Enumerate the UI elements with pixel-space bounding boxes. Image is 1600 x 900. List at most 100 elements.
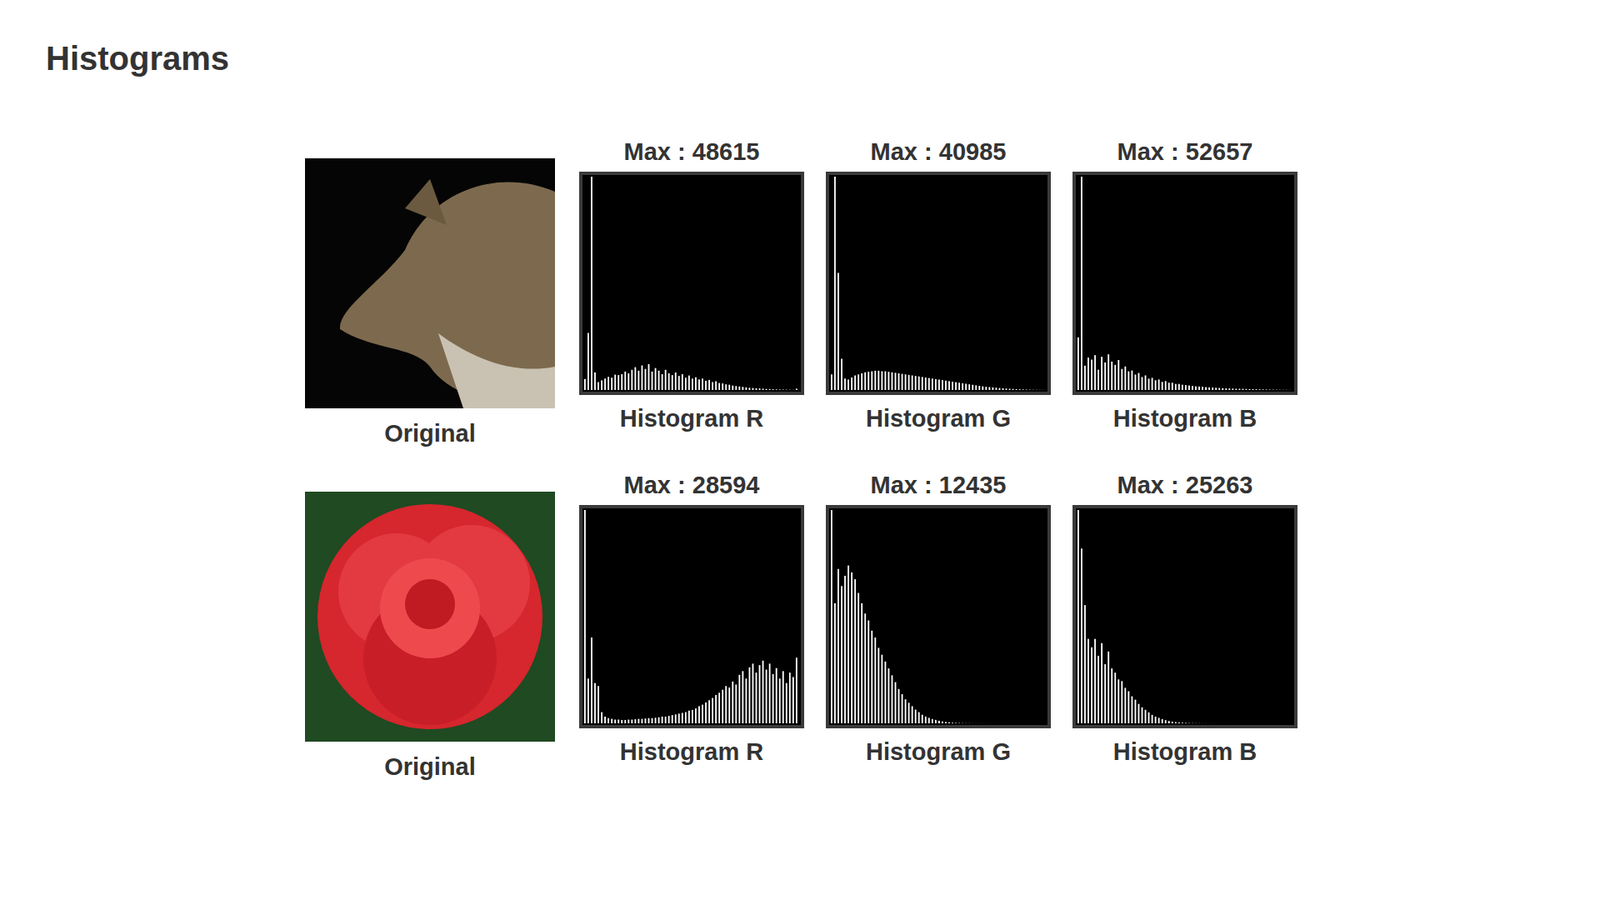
plot-frame (580, 506, 803, 727)
histogram-bar (1282, 723, 1285, 725)
histogram-bar (834, 603, 836, 724)
histogram-bar (765, 670, 768, 724)
histogram-bar (741, 386, 744, 390)
histogram-bar (731, 681, 734, 724)
photo-background (305, 491, 555, 742)
histogram-bar (1171, 382, 1174, 390)
histogram-bar (995, 387, 998, 390)
histogram-bar (668, 373, 670, 390)
histogram-bar (1269, 389, 1271, 390)
histogram-bar (867, 620, 870, 724)
histogram-bar (931, 378, 934, 390)
histogram-bar (638, 719, 640, 724)
histogram-bar (1110, 361, 1113, 390)
histogram-bar (941, 721, 944, 724)
histogram-bar (955, 382, 957, 390)
page-title: Histograms (45, 40, 230, 77)
histogram-bar (928, 717, 930, 724)
plot-frame (1074, 173, 1296, 394)
histogram-bar (1282, 389, 1285, 390)
histogram-bar (1107, 354, 1110, 390)
histogram-bar (614, 720, 616, 724)
histogram-bar (668, 715, 670, 724)
histogram-bar (1094, 639, 1096, 724)
histogram-bar (634, 367, 636, 390)
histogram-bar (1124, 366, 1126, 390)
histogram-bar (931, 719, 934, 724)
histogram-bar (1084, 365, 1086, 390)
histogram-bar (749, 387, 751, 390)
histogram-bar (888, 668, 890, 724)
histogram-bar (1272, 723, 1275, 725)
histogram-bar (830, 374, 833, 390)
histogram-bar (604, 378, 606, 390)
histogram-bar (1259, 389, 1261, 390)
histogram-bar (898, 689, 900, 724)
histogram-bar (1161, 719, 1164, 724)
photo (305, 491, 555, 742)
histogram-bar (1015, 389, 1018, 390)
histogram-bar (785, 389, 788, 390)
histogram-bar (1198, 386, 1200, 390)
histogram-bar (978, 385, 980, 390)
histogram-bar (1077, 510, 1080, 724)
histogram-bar (1171, 721, 1174, 724)
histogram-bar (745, 387, 748, 390)
photo-shape (438, 333, 555, 409)
histogram-bar (965, 722, 967, 724)
histogram-bar (597, 685, 600, 724)
histogram-bar (854, 579, 856, 724)
histogram-bar (1151, 715, 1154, 724)
histogram-bar (1090, 360, 1093, 390)
histogram-bar (610, 377, 613, 390)
histogram-bar (718, 692, 720, 724)
histogram-bar (1155, 380, 1157, 390)
histogram-bar (675, 714, 677, 724)
histogram-bar (1228, 388, 1230, 390)
histogram-bar (1175, 384, 1177, 390)
histogram-bar (695, 708, 697, 724)
histogram-bar (1127, 371, 1130, 390)
histogram-bar (935, 379, 937, 390)
histogram-bar (905, 374, 907, 390)
histogram-bar (885, 661, 887, 724)
histogram-bar (645, 369, 647, 390)
histogram-bar (725, 685, 727, 724)
histogram-bar (854, 375, 856, 390)
histogram-bar (1042, 389, 1045, 390)
histogram-bar (782, 389, 785, 390)
histogram-bar (645, 718, 647, 724)
histogram-bar (741, 670, 744, 724)
histogram-bar (658, 717, 660, 724)
histogram-bar (941, 380, 944, 390)
histogram-bar (620, 374, 623, 390)
histogram-bar (857, 593, 860, 724)
histogram-bar (955, 722, 957, 724)
histogram-bar (648, 364, 650, 390)
histogram-bar (624, 371, 626, 390)
histogram-bar (1135, 375, 1137, 390)
histogram-bar (584, 510, 586, 724)
histogram-bar (948, 380, 950, 390)
histogram-chart (1074, 506, 1296, 727)
histogram-bar (1039, 723, 1041, 725)
histogram-bar (895, 372, 897, 390)
histogram-bar (1218, 388, 1220, 390)
histogram-bar (1019, 389, 1021, 390)
histogram-bar (888, 371, 890, 390)
histogram-bar (782, 670, 785, 724)
histogram-bar (847, 380, 850, 390)
histogram-bar (1002, 388, 1005, 390)
histogram-bar (759, 388, 761, 390)
histogram-bar (834, 176, 836, 390)
background (0, 0, 1600, 900)
histogram-bar (874, 637, 876, 724)
histogram-bar (661, 716, 664, 724)
histogram-bar (1032, 389, 1035, 390)
histogram-bar (1138, 704, 1140, 724)
histogram-bar (837, 272, 840, 390)
histogram-bar (1221, 722, 1224, 724)
histogram-bar (1090, 647, 1093, 724)
histogram-bar (1208, 722, 1210, 724)
histogram-bar (864, 613, 866, 724)
